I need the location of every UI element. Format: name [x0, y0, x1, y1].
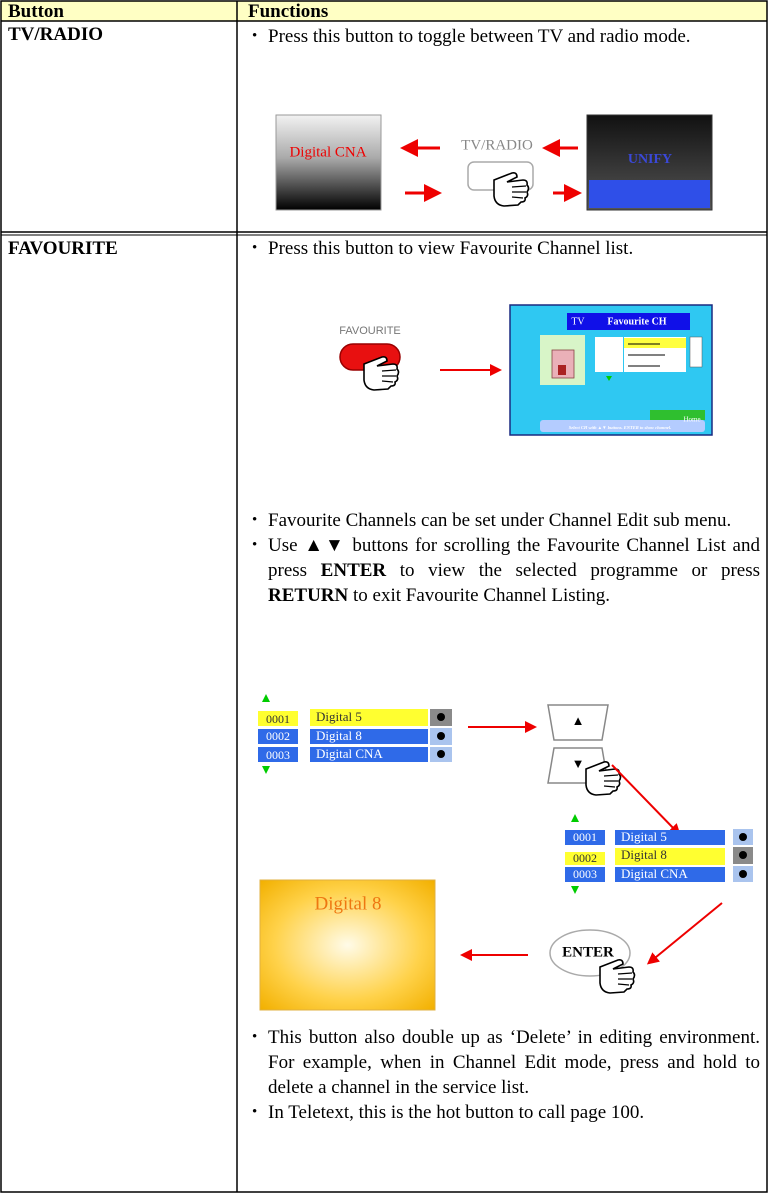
- text: ENTER: [320, 560, 387, 581]
- screen-label: Digital 8: [314, 893, 381, 914]
- graphic-circle: [739, 870, 747, 878]
- graphic-rect: [565, 867, 605, 882]
- tv-radio-figure: Digital CNA TV/RADIO UNIFY: [275, 114, 713, 211]
- bullet: This button also double up as ‘Delete’ i…: [250, 1025, 760, 1100]
- screen-label: UNIFY: [628, 152, 672, 167]
- channel-number: 0001: [573, 830, 597, 844]
- graphic-circle: [437, 750, 445, 758]
- graphic-use: [585, 761, 622, 796]
- graphic-rect: [650, 410, 705, 420]
- screen-hint: Select CH with ▲▼ buttons. ENTER to show…: [569, 425, 671, 430]
- graphic-rect: [615, 830, 725, 845]
- channel-name: Digital 5: [316, 709, 362, 724]
- text: ▲▼: [304, 535, 346, 556]
- enter-key: ENTER: [562, 944, 614, 960]
- bullet-list: Favourite Channels can be set under Chan…: [250, 508, 760, 608]
- text: to view the selected programme or press: [386, 560, 760, 581]
- text: RETURN: [268, 585, 349, 606]
- down-key: ▼: [572, 756, 585, 771]
- screen-mode: TV: [571, 316, 585, 327]
- button-label: FAVOURITE: [339, 325, 401, 337]
- text: This button also double up as ‘Delete’ i…: [268, 1027, 760, 1098]
- text: to exit Favourite Channel Listing.: [348, 585, 610, 606]
- graphic-rect: [551, 349, 575, 379]
- graphic-rect: [258, 711, 298, 726]
- graphic-path: [571, 814, 579, 822]
- screen-tab: Home: [683, 416, 700, 424]
- graphic-rect: [259, 879, 436, 1011]
- channel-name: Digital 8: [316, 728, 362, 743]
- button-label: TV/RADIO: [461, 137, 533, 153]
- graphic-rect: [615, 867, 725, 882]
- screen-title: Favourite CH: [607, 316, 666, 327]
- channel-name: Digital CNA: [621, 866, 688, 881]
- channel-name: Digital CNA: [316, 746, 383, 761]
- graphic-rect: [589, 180, 710, 208]
- graphic-path: [547, 704, 609, 741]
- text: In Teletext, this is the hot button to c…: [268, 1102, 645, 1123]
- graphic-line: [611, 764, 681, 836]
- graphic-rect: [565, 830, 605, 845]
- graphic-path: [262, 766, 270, 774]
- header-cell: Functions: [248, 1, 329, 22]
- graphic-rect: [310, 747, 428, 762]
- channel-name: Digital 8: [621, 847, 667, 862]
- bullet: Press this button to view Favourite Chan…: [250, 236, 760, 261]
- graphic-path: [606, 376, 612, 381]
- graphic-use: [599, 959, 636, 994]
- graphic-rect: [565, 852, 605, 865]
- graphic-rect: [258, 747, 298, 762]
- up-key: ▲: [572, 713, 585, 728]
- graphic-rect: [615, 848, 725, 865]
- scroll-figure: 0001 Digital 5 0002 Digital 8 0003 Digit…: [258, 694, 753, 1011]
- bullet-list: Press this button to toggle between TV a…: [250, 24, 760, 49]
- graphic-rect: [595, 337, 623, 372]
- graphic-rect: [258, 729, 298, 744]
- button-name: TV/RADIO: [8, 24, 104, 45]
- screen-label: Digital CNA: [289, 144, 366, 160]
- graphic-rect: [310, 729, 428, 744]
- graphic-circle: [437, 732, 445, 740]
- graphic-rect: [689, 336, 703, 368]
- graphic-rect: [567, 313, 690, 330]
- channel-number: 0001: [266, 712, 290, 726]
- channel-name: Digital 5: [621, 829, 667, 844]
- channel-number: 0003: [266, 748, 290, 762]
- bullet: In Teletext, this is the hot button to c…: [250, 1100, 760, 1125]
- graphic-path: [262, 694, 270, 702]
- graphic-rect: [558, 365, 566, 375]
- bullet: Use ▲▼ buttons for scrolling the Favouri…: [250, 533, 760, 608]
- graphic-circle: [739, 851, 747, 859]
- graphic-rect: [310, 709, 428, 726]
- graphic-circle: [437, 713, 445, 721]
- text: Press this button to toggle between TV a…: [268, 26, 691, 47]
- graphic-circle: [739, 833, 747, 841]
- text: Press this button to view Favourite Chan…: [268, 238, 634, 259]
- bullet: Favourite Channels can be set under Chan…: [250, 508, 760, 533]
- bullet-list: Press this button to view Favourite Chan…: [250, 236, 760, 261]
- text: Use: [268, 535, 305, 556]
- header-cell: Button: [8, 1, 64, 22]
- favourite-figure: FAVOURITE TV Favourite CH Home Select CH…: [339, 304, 713, 436]
- channel-number: 0002: [573, 851, 597, 865]
- header-fill: [1, 1, 767, 21]
- graphic-rect: [624, 338, 686, 348]
- graphic-path: [571, 886, 579, 894]
- button-name: FAVOURITE: [8, 238, 118, 259]
- channel-number: 0003: [573, 867, 597, 881]
- text: buttons for scrolling the Favourite Chan…: [268, 535, 760, 581]
- channel-number: 0002: [266, 729, 290, 743]
- bullet: Press this button to toggle between TV a…: [250, 24, 760, 49]
- graphic-rect: [540, 420, 705, 432]
- text: Favourite Channels can be set under Chan…: [268, 510, 732, 531]
- graphic-rect: [275, 114, 382, 211]
- bullet-list: This button also double up as ‘Delete’ i…: [250, 1025, 760, 1125]
- graphic-line: [646, 902, 723, 965]
